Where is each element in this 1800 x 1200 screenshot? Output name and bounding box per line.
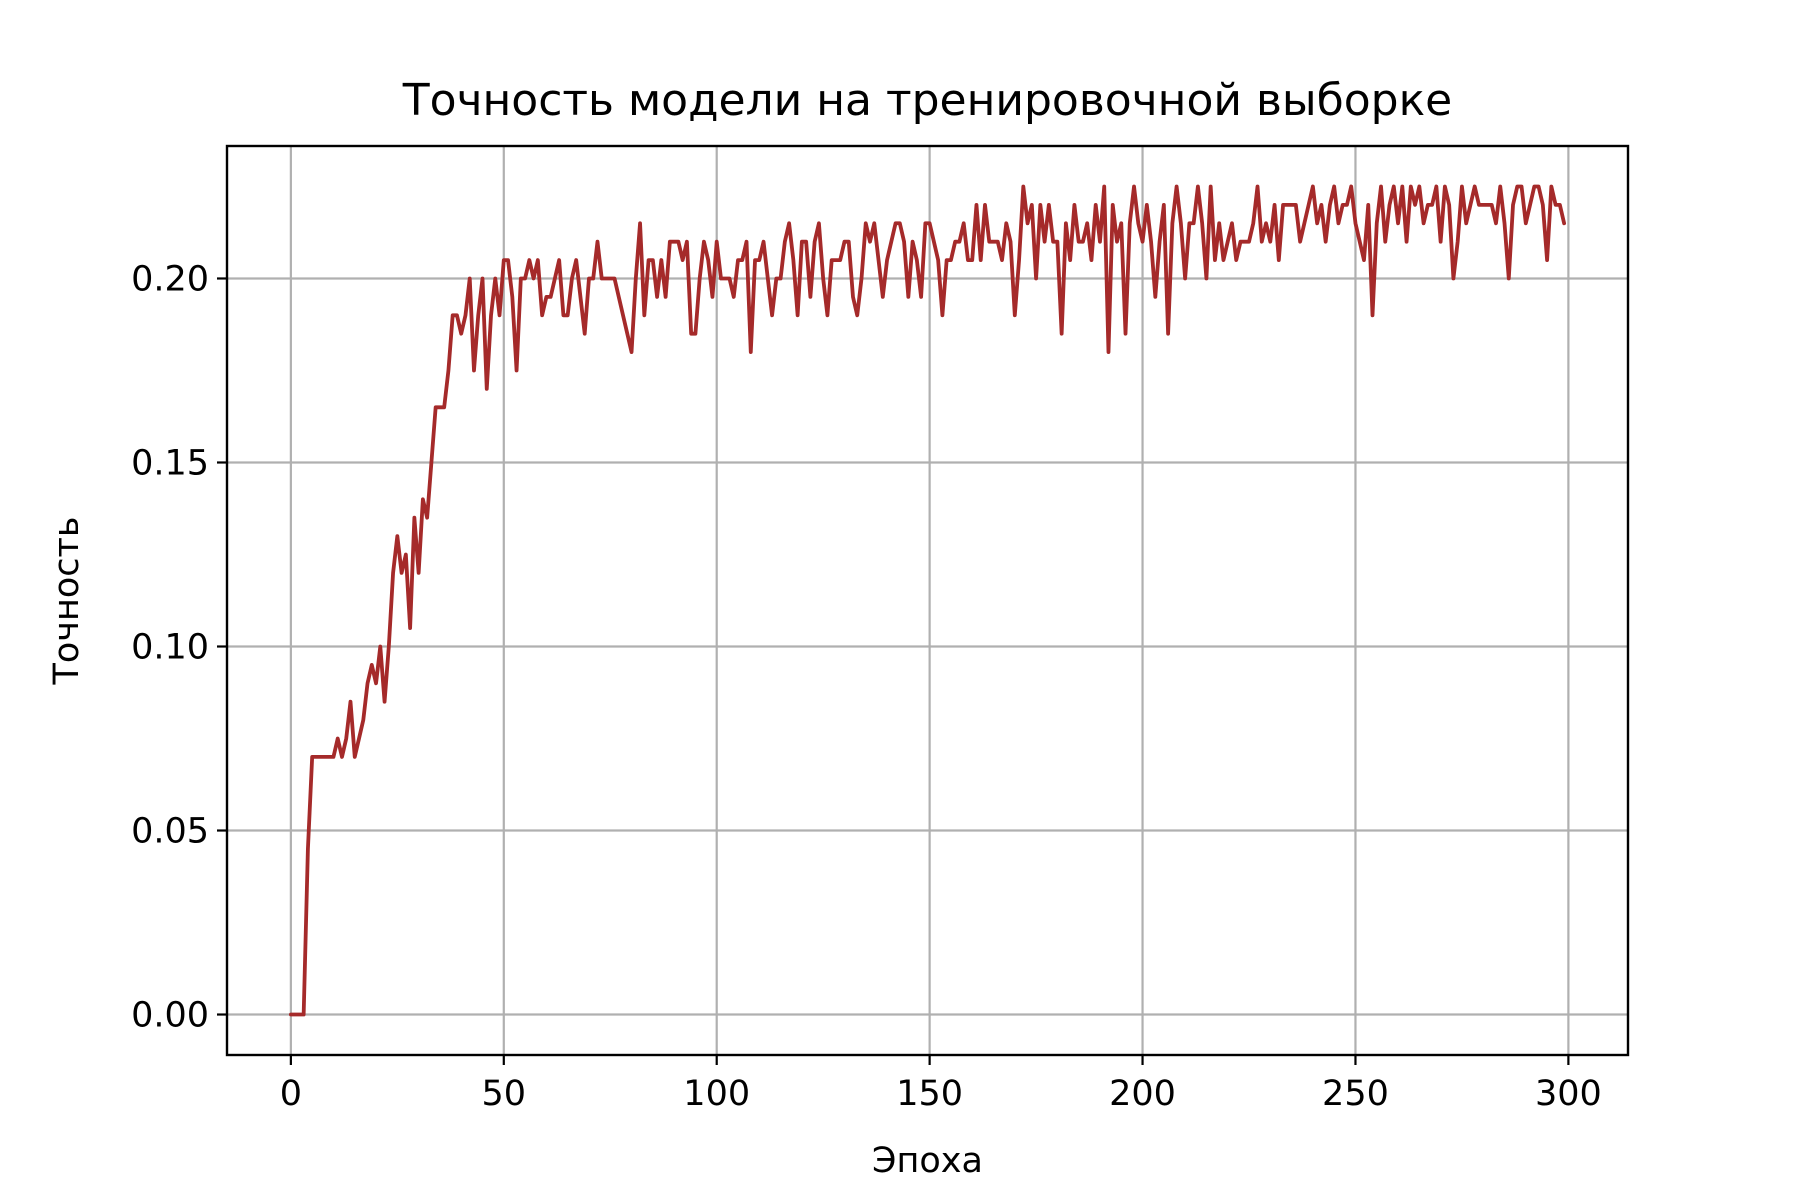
x-tick-label: 300	[1535, 1074, 1602, 1114]
x-axis-label: Эпоха	[872, 1141, 983, 1181]
y-tick-label: 0.05	[131, 812, 209, 852]
x-tick-label: 250	[1322, 1074, 1389, 1114]
accuracy-line	[288, 184, 1567, 1017]
x-tick-label: 50	[482, 1074, 527, 1114]
y-tick-label: 0.15	[131, 443, 209, 483]
x-tick-label: 150	[896, 1074, 963, 1114]
tick-layer: 0 50 100 150 200 250 300 0.00 0.05 0.10 0.15 0.20	[131, 259, 1602, 1114]
x-tick-label: 0	[280, 1074, 302, 1114]
grid	[227, 146, 1628, 1055]
y-axis-label: Точность	[47, 516, 87, 685]
y-tick-label: 0.00	[131, 996, 209, 1036]
x-tick-label: 200	[1109, 1074, 1176, 1114]
y-tick-label: 0.20	[131, 259, 209, 299]
series-layer	[288, 184, 1567, 1017]
axes-frame	[225, 144, 1630, 1057]
chart-title: Точность модели на тренировочной выборке	[402, 75, 1453, 126]
y-tick-label: 0.10	[131, 628, 209, 668]
x-tick-label: 100	[683, 1074, 750, 1114]
